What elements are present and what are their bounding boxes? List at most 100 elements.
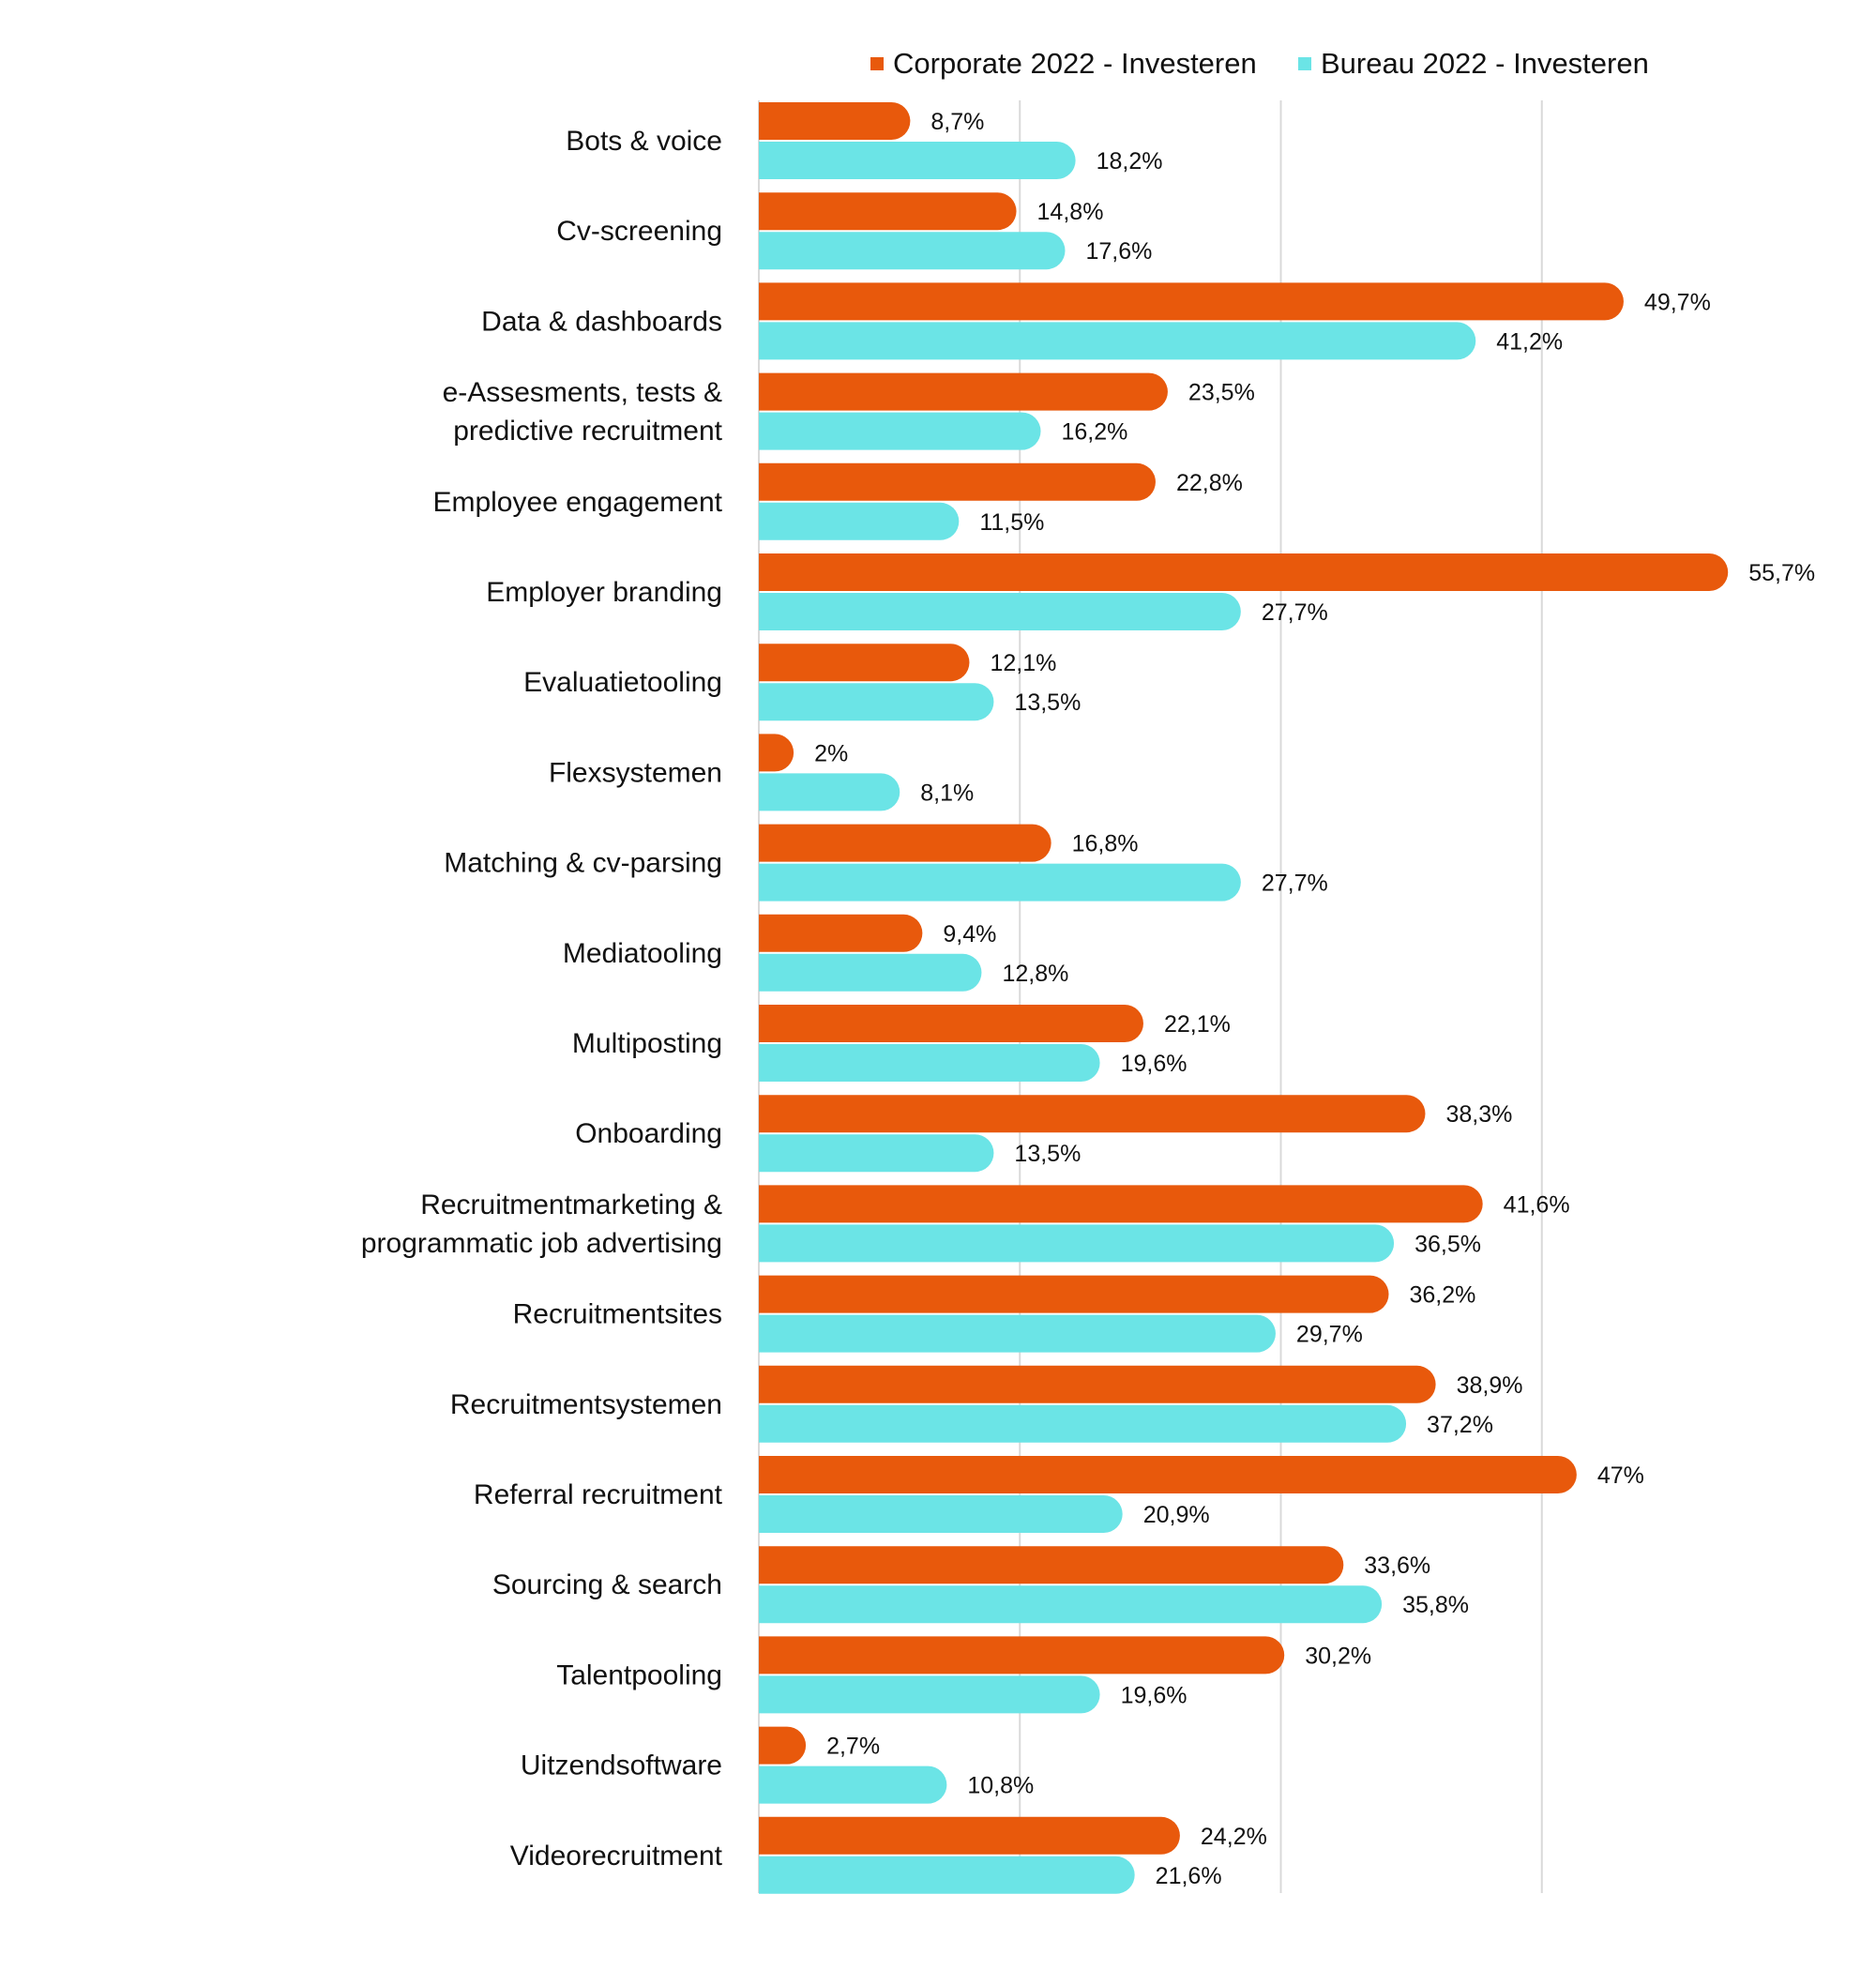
category-label-line: Employer branding xyxy=(486,577,722,608)
data-label: 22,8% xyxy=(1176,470,1243,496)
category-label-line: Matching & cv-parsing xyxy=(444,848,722,879)
category-label-line: Multiposting xyxy=(572,1028,722,1059)
data-label: 41,6% xyxy=(1504,1191,1570,1218)
bar-bureau xyxy=(759,412,1041,450)
legend: Corporate 2022 - Investeren Bureau 2022 … xyxy=(870,47,1649,80)
category-label: Recruitmentsites xyxy=(513,1299,722,1330)
bar-corporate xyxy=(759,1816,1180,1855)
data-label: 35,8% xyxy=(1402,1592,1469,1618)
category-label-line: Uitzendsoftware xyxy=(521,1750,722,1781)
bar-bureau xyxy=(759,593,1241,630)
data-label: 27,7% xyxy=(1262,871,1328,897)
category-label: Employee engagement xyxy=(432,487,722,518)
bar-bureau xyxy=(759,863,1241,902)
bar-bureau xyxy=(759,1495,1123,1533)
bar-corporate xyxy=(759,1456,1577,1493)
bar-bureau xyxy=(759,1134,994,1173)
data-label: 8,7% xyxy=(930,109,984,135)
category-label: Flexsystemen xyxy=(549,757,722,788)
category-label: Matching & cv-parsing xyxy=(444,848,722,879)
data-label: 2,7% xyxy=(826,1734,880,1760)
data-label: 18,2% xyxy=(1097,148,1163,174)
bar-bureau xyxy=(759,1856,1135,1894)
category-label-line: Flexsystemen xyxy=(549,757,722,788)
bar-corporate xyxy=(759,914,923,952)
bar-corporate xyxy=(759,1636,1285,1674)
category-label: Talentpooling xyxy=(556,1659,722,1690)
category-label-line: e-Assesments, tests & xyxy=(443,377,722,408)
data-label: 55,7% xyxy=(1748,560,1815,586)
data-label: 49,7% xyxy=(1644,289,1711,315)
data-label: 27,7% xyxy=(1262,599,1328,626)
category-label-line: Sourcing & search xyxy=(492,1569,722,1600)
category-label: Evaluatietooling xyxy=(523,667,722,698)
bar-corporate xyxy=(759,1365,1436,1403)
data-label: 47% xyxy=(1597,1462,1644,1489)
category-label: Referral recruitment xyxy=(474,1479,723,1510)
data-label: 29,7% xyxy=(1296,1322,1363,1348)
data-label: 36,2% xyxy=(1410,1282,1476,1309)
data-label: 20,9% xyxy=(1143,1502,1210,1528)
category-label-line: Data & dashboards xyxy=(481,306,722,337)
data-label: 23,5% xyxy=(1188,380,1255,406)
gridlines xyxy=(758,100,1543,1893)
bar-corporate xyxy=(759,1546,1344,1584)
legend-swatch-corporate xyxy=(870,57,884,70)
data-label: 2% xyxy=(814,740,848,766)
category-label: Sourcing & search xyxy=(492,1569,722,1600)
data-label: 12,8% xyxy=(1002,961,1068,987)
data-label: 21,6% xyxy=(1156,1863,1222,1889)
data-label: 19,6% xyxy=(1121,1051,1188,1077)
data-label: 13,5% xyxy=(1014,1141,1081,1167)
category-label-line: Mediatooling xyxy=(563,938,722,969)
bar-corporate xyxy=(759,1275,1389,1313)
bar-corporate xyxy=(759,1726,807,1765)
data-label: 9,4% xyxy=(943,921,996,947)
bar-bureau xyxy=(759,1765,947,1804)
category-label: Cv-screening xyxy=(556,216,722,247)
bar-bureau xyxy=(759,953,982,992)
category-label-line: Referral recruitment xyxy=(474,1479,723,1510)
bar-corporate xyxy=(759,1005,1143,1042)
data-label: 24,2% xyxy=(1201,1824,1267,1850)
category-label-line: Cv-screening xyxy=(556,216,722,247)
bar-bureau xyxy=(759,1044,1100,1082)
bar-corporate xyxy=(759,192,1017,231)
category-label: Recruitmentmarketing & programmatic job a… xyxy=(361,1190,722,1259)
legend-label-corporate: Corporate 2022 - Investeren xyxy=(893,47,1257,80)
category-label: Multiposting xyxy=(572,1028,722,1059)
legend-label-bureau: Bureau 2022 - Investeren xyxy=(1321,47,1649,80)
bar-corporate xyxy=(759,734,794,772)
category-label-line: predictive recruitment xyxy=(453,416,722,447)
bar-corporate xyxy=(759,102,911,140)
bar-corporate xyxy=(759,372,1168,411)
data-label: 33,6% xyxy=(1364,1553,1430,1579)
data-label: 12,1% xyxy=(990,650,1056,676)
category-label: e-Assesments, tests & predictive recruitm… xyxy=(443,377,723,447)
category-label-line: Onboarding xyxy=(575,1118,722,1149)
bar-corporate xyxy=(759,282,1624,321)
data-label: 22,1% xyxy=(1164,1011,1231,1038)
data-label: 19,6% xyxy=(1121,1682,1188,1708)
category-label: Employer branding xyxy=(486,577,722,608)
category-label-line: Recruitmentmarketing & xyxy=(420,1190,722,1220)
data-label: 8,1% xyxy=(920,780,974,806)
legend-swatch-bureau xyxy=(1298,57,1311,70)
bar-corporate xyxy=(759,824,1051,862)
data-label: 17,6% xyxy=(1085,238,1152,265)
bar-corporate xyxy=(759,644,970,682)
bar-bureau xyxy=(759,1585,1383,1624)
category-label: Data & dashboards xyxy=(481,306,722,337)
category-label: Videorecruitment xyxy=(510,1841,723,1872)
bar-bureau xyxy=(759,1675,1100,1714)
data-label: 38,9% xyxy=(1457,1372,1523,1399)
bar-bureau xyxy=(759,1404,1407,1443)
data-label: 16,8% xyxy=(1072,831,1139,857)
category-label-line: Videorecruitment xyxy=(510,1841,723,1872)
bar-bureau xyxy=(759,142,1076,179)
bar-bureau xyxy=(759,773,900,811)
data-label: 16,2% xyxy=(1062,419,1128,446)
bar-bureau xyxy=(759,1314,1276,1353)
bar-bureau xyxy=(759,1224,1395,1263)
bar-corporate xyxy=(759,553,1729,591)
